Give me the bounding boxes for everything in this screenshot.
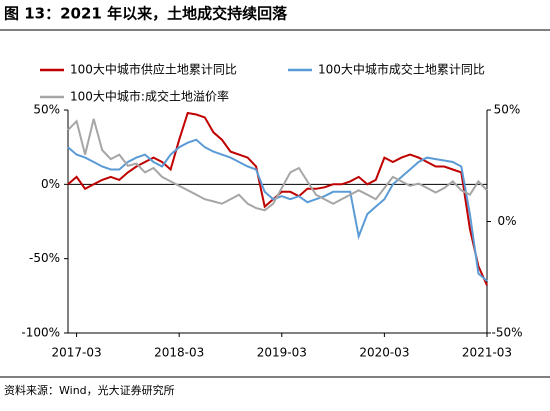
source: 资料来源：Wind，光大证券研究所 [4,383,175,397]
y-tick-label: 0% [41,177,60,191]
x-tick-label: 2021-03 [462,346,512,360]
y2-tick-label: 0% [497,214,516,228]
x-tick-label: 2019-03 [257,346,307,360]
y-tick-label: 50% [33,103,60,117]
chart-title: 图 13：2021 年以来，土地成交持续回落 [4,5,288,23]
legend-label: 100大中城市:成交土地溢价率 [70,89,229,104]
legend-label: 100大中城市成交土地累计同比 [318,62,485,77]
series-line [67,118,488,212]
x-tick-label: 2018-03 [154,346,204,360]
y2-tick-label: 50% [494,103,521,117]
y2-tick-label: -50% [491,326,522,340]
y-tick-label: -100% [21,326,60,340]
series-line [67,111,488,286]
x-tick-label: 2017-03 [51,346,101,360]
y-tick-label: -50% [29,251,60,265]
legend-label: 100大中城市供应土地累计同比 [70,62,237,77]
x-tick-label: 2020-03 [359,346,409,360]
